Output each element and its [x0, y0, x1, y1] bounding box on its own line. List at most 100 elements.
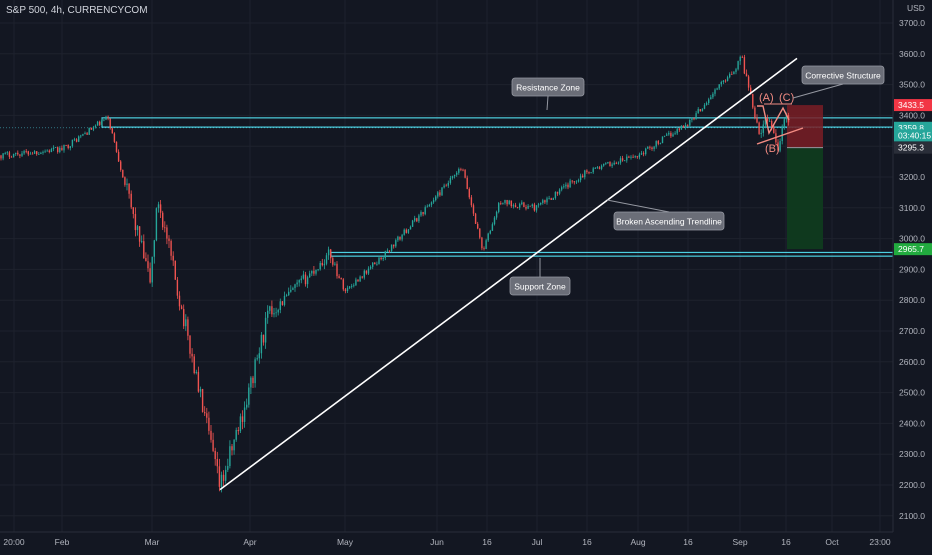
callout-label: Broken Ascending Trendline: [616, 217, 722, 227]
candle-body: [409, 226, 412, 230]
time-tick-label: Jul: [532, 537, 543, 547]
candle-body: [197, 371, 200, 392]
symbol-title: S&P 500, 4h, CURRENCYCOM: [6, 5, 148, 16]
candle-body: [689, 119, 691, 126]
candle-body: [355, 279, 357, 286]
candle-body: [71, 139, 74, 147]
candle-body: [430, 202, 433, 205]
candle-body: [40, 152, 42, 155]
candle-body: [598, 167, 601, 169]
candle-body: [2, 153, 4, 159]
candle-body: [558, 189, 561, 194]
candle-body: [592, 168, 594, 173]
candle-body: [208, 417, 210, 431]
candle-body: [80, 135, 82, 137]
candle-body: [569, 180, 571, 188]
price-tick-label: 3600.0: [899, 49, 925, 59]
candle-body: [403, 229, 405, 235]
price-tag-box: [894, 243, 932, 256]
candle-body: [214, 450, 216, 460]
candle-body: [344, 289, 347, 292]
candle-body: [254, 359, 256, 384]
candle-body: [474, 213, 477, 224]
candle-body: [750, 87, 752, 95]
candle-body: [17, 152, 19, 155]
candle-body: [330, 249, 332, 259]
candle-body: [113, 133, 116, 142]
candle-body: [401, 234, 403, 240]
candle-body: [586, 170, 588, 173]
price-tick-label: 2200.0: [899, 480, 925, 490]
candle-body: [632, 156, 634, 158]
candle-body: [342, 279, 344, 290]
candle-body: [756, 117, 758, 123]
take-profit-zone: [787, 147, 823, 250]
candle-body: [594, 168, 596, 169]
candle-body: [59, 147, 61, 152]
candle-body: [136, 226, 139, 231]
candle-body: [661, 136, 664, 144]
time-tick-label: Oct: [825, 537, 839, 547]
candle-body: [44, 151, 46, 153]
time-tick-label: Feb: [55, 537, 70, 547]
callout-box: [613, 211, 725, 231]
candle-body: [500, 203, 502, 204]
candle-body: [596, 167, 599, 169]
candle-body: [397, 236, 399, 241]
time-tick-label: 16: [582, 537, 592, 547]
candle-body: [155, 208, 158, 241]
candle-body: [445, 185, 447, 187]
price-tick-label: 2800.0: [899, 295, 925, 305]
candle-body: [781, 127, 783, 142]
candle-body: [705, 102, 708, 105]
candle-body: [372, 262, 374, 267]
candle-body: [75, 139, 78, 142]
callouts-layer: Resistance Zone Corrective Structure Broke…: [509, 65, 885, 296]
candle-body: [292, 288, 294, 290]
candle-body: [174, 260, 176, 280]
candle-body: [338, 276, 340, 279]
price-tag-box: [894, 141, 932, 154]
candle-body: [31, 153, 34, 155]
candle-body: [212, 439, 214, 451]
price-tag-label: 3295.3: [898, 143, 924, 153]
candle-body: [103, 119, 105, 121]
candle-body: [206, 413, 208, 418]
candle-body: [50, 149, 53, 153]
candle-body: [388, 250, 391, 252]
candle-body: [619, 158, 622, 163]
candle-body: [327, 249, 330, 256]
candle-body: [306, 277, 309, 285]
candle-body: [462, 169, 464, 171]
candle-body: [313, 270, 315, 274]
candle-body: [414, 218, 416, 221]
candle-body: [227, 466, 229, 470]
candle-body: [359, 276, 361, 282]
price-tag-box: [894, 99, 932, 112]
time-tick-label: Apr: [243, 537, 256, 547]
candle-body: [353, 285, 355, 287]
candle-body: [684, 124, 687, 128]
price-tick-label: 3500.0: [899, 80, 925, 90]
candle-body: [115, 141, 118, 152]
candle-body: [6, 152, 8, 154]
candle-body: [424, 207, 426, 215]
candle-body: [552, 198, 554, 200]
candle-body: [61, 147, 63, 151]
candle-body: [493, 217, 496, 225]
candle-body: [764, 118, 767, 125]
candle-body: [235, 430, 237, 440]
candle-body: [346, 287, 349, 292]
candle-body: [525, 207, 527, 209]
candle-body: [470, 197, 473, 206]
candle-body: [435, 196, 437, 201]
time-tick-label: Mar: [145, 537, 160, 547]
candle-body: [624, 160, 626, 162]
candle-body: [527, 205, 529, 209]
candle-body: [653, 146, 655, 150]
candle-body: [25, 151, 27, 152]
candle-body: [187, 319, 189, 336]
price-tag: 3295.3: [894, 141, 932, 154]
